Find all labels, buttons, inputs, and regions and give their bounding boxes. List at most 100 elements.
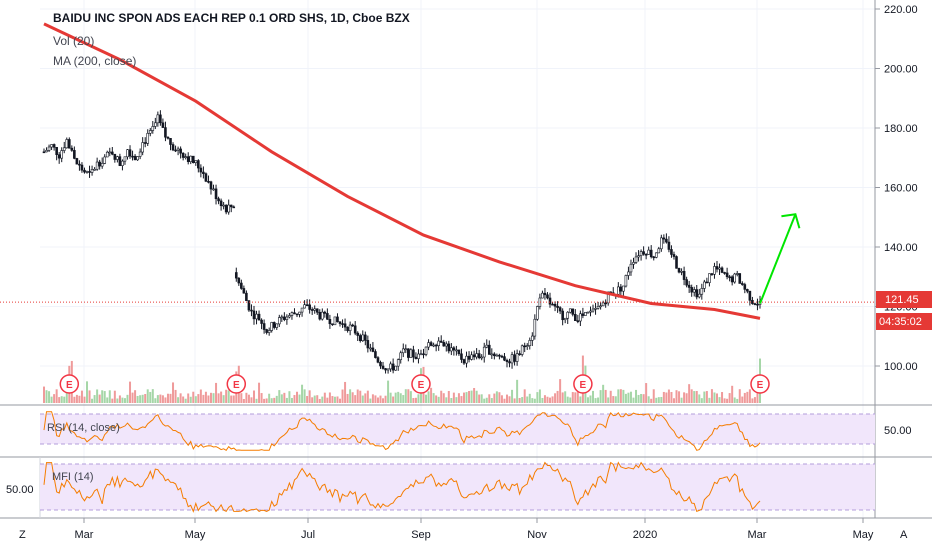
volume-bar [738,389,741,403]
candle-body [232,206,236,209]
volume-bar [270,398,273,403]
candle-body [331,323,334,326]
countdown-tag [876,313,932,330]
volume-bar [73,396,76,403]
volume-bar [404,389,407,403]
candle-body [401,348,405,354]
candle-body [477,353,481,359]
earnings-marker[interactable] [226,374,247,394]
earnings-marker[interactable] [59,374,80,394]
volume-bar [265,398,268,403]
volume-bar [609,390,612,403]
candle-body [495,354,499,357]
candle-body [88,171,91,173]
candle-body [591,308,595,312]
candle-body [682,271,686,280]
candle-body [105,151,109,158]
candle-body [353,325,357,334]
auto-scale-button[interactable]: A [900,529,908,541]
chart-title[interactable]: BAIDU INC SPON ADS EACH REP 0.1 ORD SHS,… [53,11,410,25]
volume-bar [80,390,83,403]
candle-body [121,160,124,166]
candle-body [652,256,656,259]
volume-bar [333,396,336,403]
volume-bar [232,395,235,403]
volume-bar [731,385,734,403]
candle-body [298,311,301,315]
projection-arrow[interactable] [759,213,801,304]
volume-bar [123,398,126,403]
volume-bar [660,396,663,403]
candle-body [146,132,150,144]
volume-bar [430,387,433,403]
volume-bar [374,395,377,403]
candle-body [399,352,403,360]
volume-bar [45,390,48,403]
candle-body [379,361,382,367]
earnings-marker[interactable] [411,374,431,394]
volume-bar [199,389,202,403]
volume-bar [366,390,369,403]
volume-bar [91,398,94,403]
volume-bar [551,396,554,403]
candle-body [260,319,263,324]
volume-bar [450,398,453,403]
candle-body [318,311,322,320]
volume-bar [531,398,534,403]
candle-body [568,308,572,313]
log-scale-button[interactable]: Z [19,529,26,541]
volume-bar [500,395,503,403]
candle-body [505,359,509,362]
volume-bar [414,397,417,403]
volume-bar [247,394,250,403]
volume-bar [397,391,400,403]
volume-bar [60,396,63,403]
volume-bar [250,397,253,403]
rsi-label[interactable]: RSI (14, close) [47,422,120,434]
candle-body [470,354,473,360]
earnings-marker-label: E [757,380,764,391]
candle-body [366,340,370,349]
earnings-marker[interactable] [750,374,770,394]
time-axis[interactable]: Mar May Jul Sep Nov 2020 Mar May [75,518,874,541]
volume-bar [263,398,266,403]
candle-body [543,292,547,296]
candle-body [649,249,653,258]
legend-ma[interactable]: MA (200, close) [53,54,136,68]
price-axis[interactable]: 220.00200.00180.00160.00140.00120.00100.… [875,4,918,373]
volume-bar [346,393,349,403]
candle-body [272,322,276,328]
volume-bar [207,395,210,403]
candle-body [412,349,415,358]
candle-body [493,353,496,357]
time-tick-label: May [853,529,874,541]
candle-body [444,343,448,347]
candle-body [204,173,208,182]
volume-bar [169,393,172,403]
mfi-label[interactable]: MFI (14) [52,471,94,483]
volume-bar [508,396,511,403]
volume-bar [48,391,51,403]
candle-body [245,292,248,301]
time-tick-label: Jul [301,529,315,541]
candle-body [136,156,139,161]
candle-body [697,293,701,298]
candle-body [116,156,119,160]
volume-bar [447,390,450,403]
projection-arrowhead [781,213,801,229]
legend-volume[interactable]: Vol (20) [53,34,94,48]
volume-bar [202,394,205,403]
candle-body [143,142,147,144]
candle-body [561,310,564,321]
candle-body [219,200,223,207]
candle-body [328,319,332,325]
earnings-marker-label: E [580,380,587,391]
candle-body [376,357,380,363]
earnings-marker[interactable] [573,374,593,394]
projection-line[interactable] [759,213,797,304]
volume-bar [293,395,296,403]
candle-body [164,127,167,138]
volume-bar [412,398,415,403]
volume-bar [445,397,448,403]
